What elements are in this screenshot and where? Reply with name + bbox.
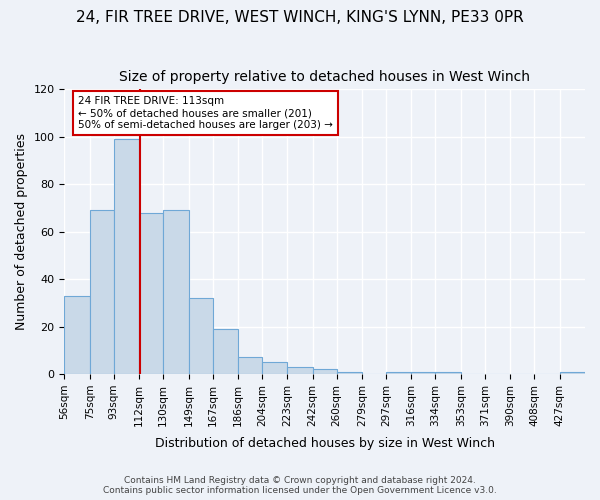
Text: Contains HM Land Registry data © Crown copyright and database right 2024.
Contai: Contains HM Land Registry data © Crown c…	[103, 476, 497, 495]
Bar	[436, 372, 461, 374]
Bar	[64, 296, 90, 374]
Bar	[114, 139, 139, 374]
Bar	[412, 372, 436, 374]
Bar	[163, 210, 188, 374]
Bar	[90, 210, 114, 374]
Bar	[238, 358, 262, 374]
Y-axis label: Number of detached properties: Number of detached properties	[15, 133, 28, 330]
Text: 24, FIR TREE DRIVE, WEST WINCH, KING'S LYNN, PE33 0PR: 24, FIR TREE DRIVE, WEST WINCH, KING'S L…	[76, 10, 524, 25]
Bar	[188, 298, 212, 374]
X-axis label: Distribution of detached houses by size in West Winch: Distribution of detached houses by size …	[155, 437, 495, 450]
Bar	[313, 370, 337, 374]
Bar	[262, 362, 287, 374]
Bar	[337, 372, 362, 374]
Bar	[139, 212, 163, 374]
Bar	[212, 329, 238, 374]
Bar	[560, 372, 585, 374]
Text: 24 FIR TREE DRIVE: 113sqm
← 50% of detached houses are smaller (201)
50% of semi: 24 FIR TREE DRIVE: 113sqm ← 50% of detac…	[78, 96, 332, 130]
Title: Size of property relative to detached houses in West Winch: Size of property relative to detached ho…	[119, 70, 530, 84]
Bar	[287, 367, 313, 374]
Bar	[386, 372, 412, 374]
